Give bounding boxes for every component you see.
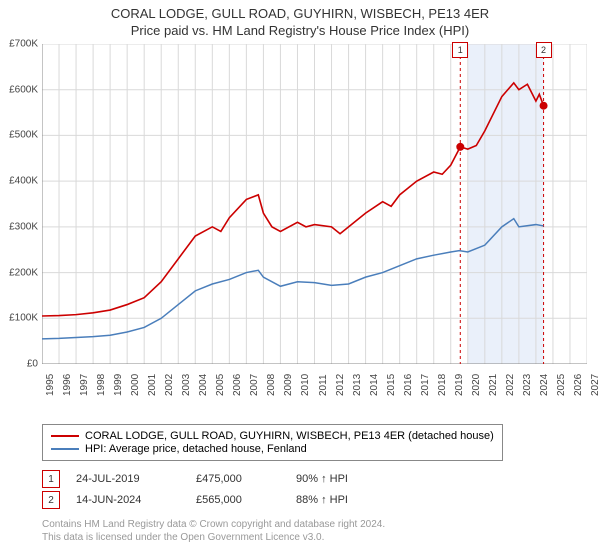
chart-title-line2: Price paid vs. HM Land Registry's House … xyxy=(0,23,600,38)
x-tick-label: 2004 xyxy=(198,374,209,396)
footer-line1: Contains HM Land Registry data © Crown c… xyxy=(42,518,385,531)
event-pct: 90% ↑ HPI xyxy=(296,473,396,485)
chart-area: £0£100K£200K£300K£400K£500K£600K£700K 19… xyxy=(42,40,587,410)
chart-title-block: CORAL LODGE, GULL ROAD, GUYHIRN, WISBECH… xyxy=(0,0,600,40)
x-tick-label: 2005 xyxy=(215,374,226,396)
legend-item: CORAL LODGE, GULL ROAD, GUYHIRN, WISBECH… xyxy=(51,430,494,442)
x-tick-label: 2023 xyxy=(522,374,533,396)
event-price: £565,000 xyxy=(196,494,296,506)
x-tick-label: 2020 xyxy=(471,374,482,396)
x-tick-label: 2025 xyxy=(556,374,567,396)
x-tick-label: 2019 xyxy=(454,374,465,396)
legend-swatch xyxy=(51,435,79,437)
x-tick-label: 2012 xyxy=(335,374,346,396)
event-marker-icon: 1 xyxy=(42,470,60,488)
y-tick-label: £0 xyxy=(27,359,38,370)
x-tick-label: 1995 xyxy=(45,374,56,396)
x-tick-label: 2018 xyxy=(437,374,448,396)
y-tick-label: £700K xyxy=(9,39,38,50)
x-tick-label: 2008 xyxy=(266,374,277,396)
event-pct: 88% ↑ HPI xyxy=(296,494,396,506)
legend-swatch xyxy=(51,448,79,450)
chart-legend: CORAL LODGE, GULL ROAD, GUYHIRN, WISBECH… xyxy=(42,424,503,461)
x-tick-label: 1999 xyxy=(113,374,124,396)
x-tick-label: 2016 xyxy=(403,374,414,396)
x-tick-label: 2027 xyxy=(590,374,600,396)
y-tick-label: £300K xyxy=(9,221,38,232)
event-date: 14-JUN-2024 xyxy=(76,494,196,506)
x-tick-label: 2001 xyxy=(147,374,158,396)
footer-line2: This data is licensed under the Open Gov… xyxy=(42,531,385,544)
x-tick-label: 2024 xyxy=(539,374,550,396)
y-tick-label: £400K xyxy=(9,176,38,187)
legend-label: CORAL LODGE, GULL ROAD, GUYHIRN, WISBECH… xyxy=(85,430,494,442)
x-tick-label: 2015 xyxy=(386,374,397,396)
chart-plot xyxy=(42,44,587,364)
x-tick-label: 2011 xyxy=(318,374,329,396)
x-tick-label: 2010 xyxy=(300,374,311,396)
x-tick-label: 2009 xyxy=(283,374,294,396)
event-price: £475,000 xyxy=(196,473,296,485)
x-tick-label: 1997 xyxy=(79,374,90,396)
x-tick-label: 1996 xyxy=(62,374,73,396)
y-tick-label: £500K xyxy=(9,130,38,141)
y-tick-label: £600K xyxy=(9,84,38,95)
y-tick-label: £100K xyxy=(9,313,38,324)
legend-item: HPI: Average price, detached house, Fenl… xyxy=(51,443,494,455)
x-axis: 1995 1996 1997 1998 1999 2000 2001 2002 2003 2004… xyxy=(42,368,587,408)
x-tick-label: 2003 xyxy=(181,374,192,396)
event-row: 1 24-JUL-2019£475,00090% ↑ HPI xyxy=(42,470,396,488)
footer-attribution: Contains HM Land Registry data © Crown c… xyxy=(42,518,385,544)
x-tick-label: 2017 xyxy=(420,374,431,396)
event-row: 2 14-JUN-2024£565,00088% ↑ HPI xyxy=(42,491,396,509)
x-tick-label: 2006 xyxy=(232,374,243,396)
x-tick-label: 2014 xyxy=(369,374,380,396)
x-tick-label: 2013 xyxy=(352,374,363,396)
x-tick-label: 2026 xyxy=(573,374,584,396)
x-tick-label: 2022 xyxy=(505,374,516,396)
x-tick-label: 2000 xyxy=(130,374,141,396)
y-axis: £0£100K£200K£300K£400K£500K£600K£700K xyxy=(0,44,40,364)
event-date: 24-JUL-2019 xyxy=(76,473,196,485)
chart-title-line1: CORAL LODGE, GULL ROAD, GUYHIRN, WISBECH… xyxy=(0,6,600,21)
event-table: 1 24-JUL-2019£475,00090% ↑ HPI 2 14-JUN-202… xyxy=(42,467,396,512)
event-marker-icon: 2 xyxy=(42,491,60,509)
x-tick-label: 2021 xyxy=(488,374,499,396)
legend-label: HPI: Average price, detached house, Fenl… xyxy=(85,443,307,455)
event-marker-box: 1 xyxy=(452,42,468,58)
x-tick-label: 2002 xyxy=(164,374,175,396)
x-tick-label: 2007 xyxy=(249,374,260,396)
event-marker-box: 2 xyxy=(536,42,552,58)
x-tick-label: 1998 xyxy=(96,374,107,396)
y-tick-label: £200K xyxy=(9,267,38,278)
